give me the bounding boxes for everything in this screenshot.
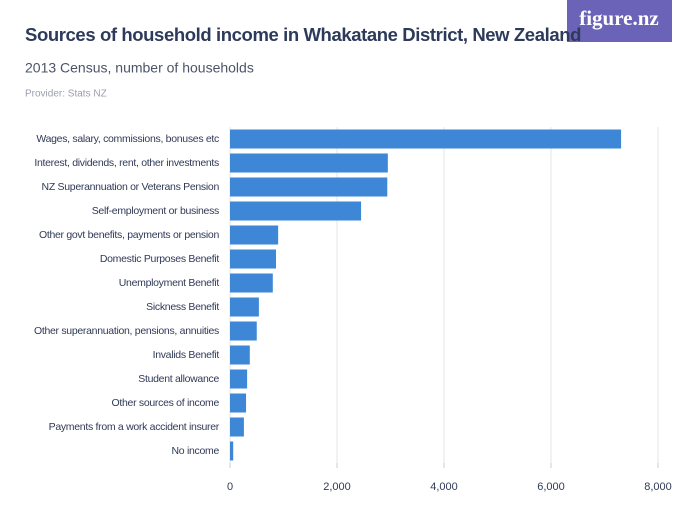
bar bbox=[230, 393, 247, 413]
logo: figure.nz bbox=[579, 6, 659, 30]
bar bbox=[230, 153, 388, 173]
x-tick-label: 6,000 bbox=[537, 481, 565, 493]
bar bbox=[230, 369, 248, 389]
y-tick-label: Other superannuation, pensions, annuitie… bbox=[34, 325, 219, 337]
chart-title: Sources of household income in Whakatane… bbox=[25, 24, 581, 45]
bar bbox=[230, 345, 250, 365]
bar bbox=[230, 249, 277, 269]
y-tick-label: Sickness Benefit bbox=[146, 301, 219, 313]
bar bbox=[230, 321, 257, 341]
y-tick-label: Wages, salary, commissions, bonuses etc bbox=[36, 133, 219, 145]
y-tick-label: Unemployment Benefit bbox=[119, 277, 220, 289]
y-tick-label: Other govt benefits, payments or pension bbox=[39, 229, 219, 241]
chart-subtitle: 2013 Census, number of households bbox=[25, 60, 254, 76]
provider: Provider: Stats NZ bbox=[25, 89, 107, 100]
bar bbox=[230, 441, 234, 461]
bar bbox=[230, 177, 388, 197]
bar bbox=[230, 129, 622, 149]
bar bbox=[230, 225, 279, 245]
bar bbox=[230, 297, 259, 317]
x-tick-label: 4,000 bbox=[430, 481, 458, 493]
y-tick-label: Interest, dividends, rent, other investm… bbox=[34, 157, 219, 169]
x-tick-label: 2,000 bbox=[323, 481, 351, 493]
y-tick-label: No income bbox=[172, 445, 220, 457]
y-tick-label: Other sources of income bbox=[112, 397, 220, 409]
y-tick-label: Student allowance bbox=[138, 373, 219, 385]
y-tick-label: Domestic Purposes Benefit bbox=[100, 253, 220, 265]
y-tick-label: Invalids Benefit bbox=[153, 349, 220, 361]
bar bbox=[230, 417, 244, 437]
x-tick-label: 0 bbox=[227, 481, 233, 493]
y-tick-label: NZ Superannuation or Veterans Pension bbox=[42, 181, 220, 193]
y-tick-label: Self-employment or business bbox=[92, 205, 219, 217]
bar bbox=[230, 273, 273, 293]
logo-box bbox=[567, 0, 672, 42]
bar bbox=[230, 201, 362, 221]
y-tick-label: Payments from a work accident insurer bbox=[49, 421, 220, 433]
x-tick-label: 8,000 bbox=[644, 481, 672, 493]
